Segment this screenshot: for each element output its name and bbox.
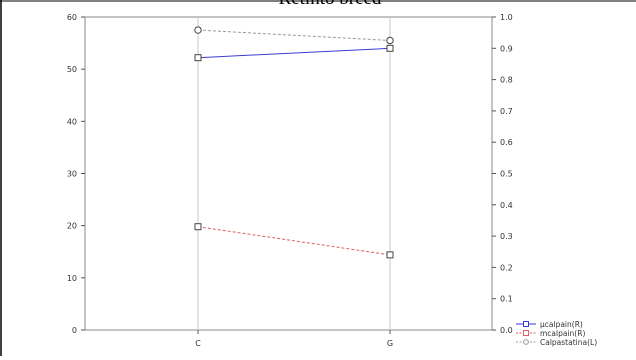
legend-marker-1 [523,330,529,336]
right-tick-label: 0.5 [500,170,513,179]
series-2-point-0 [194,26,202,34]
legend-label-2: Calpastatina(L) [540,338,597,347]
right-tick-label: 0.2 [500,263,513,272]
right-tick-label: 0.7 [500,107,513,116]
right-tick-label: 0.0 [500,326,513,335]
right-tick-label: 0.4 [500,201,513,210]
left-tick-label: 60 [67,13,77,22]
legend-marker-2 [523,339,529,345]
series-0-point-0 [194,54,202,62]
series-line-2 [197,29,391,41]
x-tick-label: G [387,339,393,348]
left-tick-label: 30 [67,170,77,179]
left-tick-label: 20 [67,222,77,231]
series-line-1 [197,226,391,256]
plot-area [84,16,493,331]
left-tick-label: 40 [67,117,77,126]
legend-label-1: mcalpain(R) [540,329,585,338]
legend-label-0: μcalpain(R) [540,320,583,329]
left-tick-label: 50 [67,65,77,74]
right-tick-label: 0.9 [500,44,513,53]
right-tick-label: 0.1 [500,295,513,304]
series-2-point-1 [386,36,394,45]
right-tick-label: 0.8 [500,76,513,85]
series-line-0 [197,47,391,59]
left-tick-label: 0 [72,326,77,335]
series-0-point-1 [386,44,394,52]
right-tick-label: 1.0 [500,13,513,22]
right-tick-label: 0.6 [500,138,513,147]
chart-title: Retinto breed [230,0,430,10]
series-1-point-0 [194,223,202,231]
right-tick-label: 0.3 [500,232,513,241]
series-1-point-1 [386,251,394,259]
x-tick-label: C [195,339,201,348]
legend-marker-0 [523,321,529,327]
left-tick-label: 10 [67,274,77,283]
